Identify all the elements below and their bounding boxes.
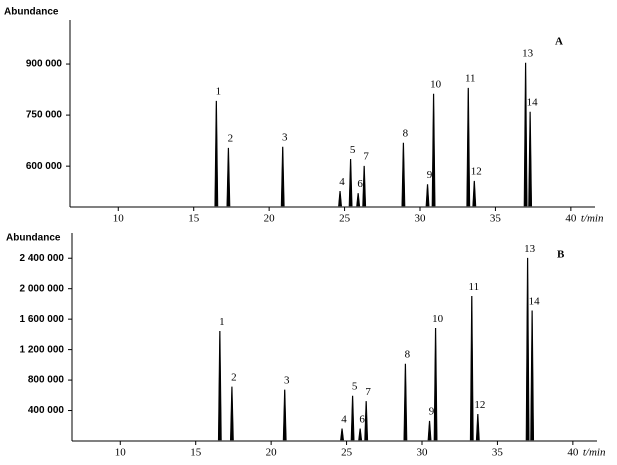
peak-label: 8 (405, 349, 411, 361)
x-tick-label: 15 (188, 213, 200, 225)
peak-label: 12 (474, 399, 485, 411)
peak-label: 4 (339, 176, 345, 188)
y-axis-label: Abundance (6, 233, 61, 244)
y-tick-label: 2 000 000 (20, 283, 65, 294)
peak (431, 93, 436, 207)
peak-label: 14 (527, 97, 539, 109)
x-axis-label: t/min (583, 447, 606, 459)
peak-label: 13 (524, 243, 536, 255)
peak-label: 2 (228, 133, 234, 145)
peak (350, 395, 355, 441)
peak (280, 146, 285, 207)
peak-label: 1 (219, 316, 225, 328)
x-tick-label: 20 (264, 213, 276, 225)
y-tick-label: 750 000 (26, 110, 63, 121)
peak-label: 7 (365, 386, 371, 398)
peak-label: 5 (350, 144, 356, 156)
x-tick-label: 15 (190, 447, 202, 459)
peak-label: 9 (429, 406, 435, 418)
panel-label: B (557, 249, 565, 261)
x-tick-label: 40 (567, 447, 579, 459)
peak-label: 13 (522, 48, 534, 60)
peak (472, 180, 477, 207)
peak-label: 9 (427, 169, 433, 181)
peak-label: 3 (284, 375, 290, 387)
peak-label: 11 (465, 73, 476, 85)
y-axis-label: Abundance (4, 7, 59, 18)
peak-label: 10 (432, 313, 444, 325)
y-tick-label: 1 600 000 (20, 314, 65, 325)
y-tick-label: 1 200 000 (20, 344, 65, 355)
y-tick-label: 2 400 000 (20, 253, 65, 264)
x-tick-label: 35 (492, 447, 504, 459)
peak (427, 420, 432, 441)
x-tick-label: 20 (266, 447, 278, 459)
x-tick-label: 30 (417, 447, 429, 459)
x-tick-label: 30 (415, 213, 427, 225)
peak (340, 428, 344, 441)
peak (226, 147, 231, 207)
peak-label: 14 (529, 295, 541, 307)
peak-label: 5 (352, 381, 358, 393)
peak (433, 327, 438, 441)
peak (523, 62, 528, 207)
x-tick-label: 25 (341, 447, 353, 459)
peak (230, 386, 234, 441)
x-tick-label: 10 (115, 447, 127, 459)
y-tick-label: 600 000 (26, 161, 63, 172)
peak (403, 363, 408, 441)
peak (475, 414, 480, 441)
peak-label: 10 (430, 79, 442, 91)
peak-label: 8 (403, 128, 409, 140)
y-tick-label: 800 000 (28, 375, 65, 386)
peak-label: 6 (359, 413, 365, 425)
peak-label: 11 (468, 281, 479, 293)
peak (348, 159, 353, 207)
peak (282, 389, 287, 441)
peak-label: 3 (282, 132, 288, 144)
peak-label: 4 (341, 413, 347, 425)
peak (358, 428, 363, 441)
y-tick-label: 400 000 (28, 405, 65, 416)
x-tick-label: 25 (339, 213, 351, 225)
peak-label: 2 (231, 371, 237, 383)
peak-label: 6 (357, 178, 363, 190)
peak (401, 142, 406, 207)
peak (525, 257, 530, 441)
peak (530, 310, 535, 441)
peak (425, 184, 430, 207)
peak (528, 111, 533, 207)
peak (217, 331, 222, 441)
peak (469, 296, 474, 441)
peak (356, 193, 361, 207)
peak-label: 1 (216, 86, 222, 98)
panel-label: A (555, 36, 563, 48)
x-tick-label: 40 (565, 213, 577, 225)
peak-label: 7 (363, 151, 369, 163)
y-tick-label: 900 000 (26, 59, 63, 70)
peak (364, 401, 369, 441)
peak (214, 100, 219, 207)
peak (362, 165, 367, 207)
peak (338, 191, 342, 207)
x-axis-label: t/min (581, 213, 604, 225)
peak (466, 87, 471, 207)
x-tick-label: 35 (490, 213, 502, 225)
x-tick-label: 10 (113, 213, 125, 225)
peak-label: 12 (471, 166, 482, 178)
